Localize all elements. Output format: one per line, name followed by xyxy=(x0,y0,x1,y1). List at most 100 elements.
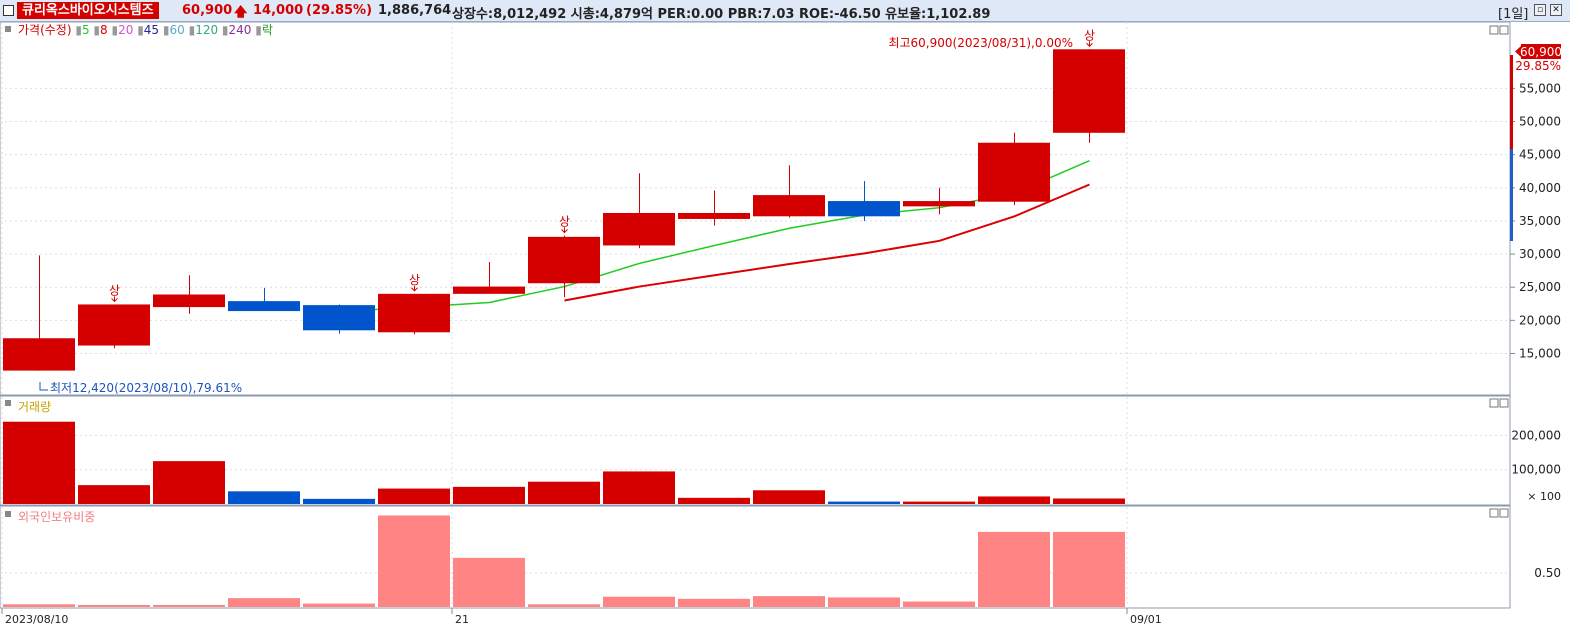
price-tick-label: 35,000 xyxy=(1519,214,1561,228)
price-tick-label: 30,000 xyxy=(1519,247,1561,261)
ma-legend-swatch: ▮ xyxy=(159,23,169,37)
candle-body xyxy=(978,142,1050,202)
foreign-legend-icon xyxy=(5,511,11,517)
date-tick-label: 21 xyxy=(455,613,469,626)
price-change: 14,000 xyxy=(253,3,304,18)
volume-pane-minimize-icon[interactable] xyxy=(1489,398,1499,408)
candle-body xyxy=(3,338,75,371)
volume-bar xyxy=(978,496,1050,504)
volume-bar xyxy=(78,485,150,504)
foreign-ratio-bar xyxy=(828,597,900,607)
foreign-pane-close-icon[interactable] xyxy=(1499,508,1509,518)
ma-legend-label: 락 xyxy=(262,23,273,37)
price-legend-icon xyxy=(5,26,11,32)
price-change-percent: (29.85%) xyxy=(306,3,373,18)
ma-legend-swatch: ▮ xyxy=(108,23,118,37)
candle-body xyxy=(453,286,525,294)
price-tick-label: 50,000 xyxy=(1519,115,1561,129)
volume-bar xyxy=(378,488,450,504)
foreign-ratio-bar xyxy=(1053,531,1125,607)
volume-bar xyxy=(153,461,225,504)
ma-legend-swatch: ▮ xyxy=(185,23,195,37)
ma-legend-label: 20 xyxy=(118,23,133,37)
price-scale-down-strip xyxy=(1510,149,1513,241)
ma-legend-label: 120 xyxy=(195,23,218,37)
foreign-pane xyxy=(0,505,1511,609)
volume-tick-label: 200,000 xyxy=(1511,428,1561,442)
foreign-legend: 외국인보유비중 xyxy=(18,510,95,524)
price-tick-label: 20,000 xyxy=(1519,313,1561,327)
period-selector[interactable]: [1일] xyxy=(1498,7,1529,22)
volume-bar xyxy=(828,501,900,504)
ma-legend-swatch: ▮ xyxy=(133,23,143,37)
volume-legend: 거래량 xyxy=(18,400,51,414)
candle-body xyxy=(678,212,750,219)
maximize-icon[interactable]: ▫ xyxy=(1534,4,1546,16)
price-tick-label: 40,000 xyxy=(1519,181,1561,195)
volume-bar xyxy=(3,421,75,504)
date-tick-label: 2023/08/10 xyxy=(5,613,68,626)
candle-body xyxy=(228,301,300,312)
foreign-ratio-bar xyxy=(378,515,450,607)
volume-bar xyxy=(603,471,675,504)
candle-body xyxy=(1053,49,1125,133)
axis-labels: 15,000 20,000 25,000 30,000 35,000 40,000 45,0… xyxy=(1,81,1561,626)
ma-legend-swatch: ▮ xyxy=(75,23,82,37)
ma-legend-swatch: ▮ xyxy=(90,23,100,37)
last-price-tag-text: 60,900 xyxy=(1520,45,1562,59)
foreign-ratio-bars xyxy=(3,515,1125,607)
pane-close-icon[interactable] xyxy=(1499,25,1509,35)
date-tick-label: 09/01 xyxy=(1130,613,1162,626)
candle-body xyxy=(528,236,600,284)
volume-bar xyxy=(528,481,600,504)
foreign-tick-label: 0.50 xyxy=(1534,566,1561,580)
volume-tick-label: 100,000 xyxy=(1511,463,1561,477)
up-arrow-icon: 🡅 xyxy=(234,5,248,20)
volume-legend-icon xyxy=(5,400,11,406)
grid-lines xyxy=(0,22,1510,608)
foreign-ratio-bar xyxy=(228,598,300,607)
stock-header-bar: 큐리옥스바이오시스템즈 60,900 🡅 14,000 (29.85%) 1,8… xyxy=(0,0,1570,22)
limit-up-marker: 상 xyxy=(109,283,120,297)
chart-canvas[interactable]: 15,000 20,000 25,000 30,000 35,000 40,000 45,0… xyxy=(0,22,1570,629)
foreign-ratio-bar xyxy=(678,598,750,607)
volume-bar xyxy=(303,498,375,504)
ma-legend-label: 8 xyxy=(100,23,108,37)
volume-pane-close-icon[interactable] xyxy=(1499,398,1509,408)
foreign-ratio-bar xyxy=(303,603,375,607)
trade-volume: 1,886,764 xyxy=(378,3,452,18)
volume-bar xyxy=(903,501,975,504)
stock-stats: 상장수:8,012,492 시총:4,879억 PER:0.00 PBR:7.0… xyxy=(452,7,991,22)
volume-bars xyxy=(3,421,1125,504)
stock-name[interactable]: 큐리옥스바이오시스템즈 xyxy=(17,2,159,19)
foreign-pane-minimize-icon[interactable] xyxy=(1489,508,1499,518)
price-tick-label: 15,000 xyxy=(1519,346,1561,360)
volume-bar xyxy=(1053,498,1125,504)
candle-body xyxy=(903,201,975,207)
volume-bar xyxy=(453,486,525,504)
close-icon[interactable]: ✕ xyxy=(1550,4,1562,16)
volume-pane xyxy=(0,395,1511,506)
candle-body xyxy=(828,201,900,217)
candle-body xyxy=(303,305,375,331)
high-annotation: 최고60,900(2023/08/31),0.00% xyxy=(888,36,1073,50)
current-price: 60,900 xyxy=(182,3,233,18)
low-pointer-icon xyxy=(39,382,48,391)
foreign-ratio-bar xyxy=(903,601,975,607)
pane-minimize-icon[interactable] xyxy=(1489,25,1499,35)
last-price-pointer-icon xyxy=(1515,46,1521,57)
candle-body xyxy=(378,293,450,333)
down-arrow-icon xyxy=(1086,41,1093,47)
volume-bar xyxy=(228,491,300,504)
foreign-ratio-bar xyxy=(3,604,75,607)
volume-unit-label: × 100 xyxy=(1527,490,1561,503)
ma-legend-label: 240 xyxy=(229,23,252,37)
header-checkbox[interactable] xyxy=(3,5,14,16)
price-tick-label: 45,000 xyxy=(1519,148,1561,162)
down-arrow-icon xyxy=(411,285,418,292)
price-scale-up-strip xyxy=(1510,55,1513,149)
price-tick-label: 25,000 xyxy=(1519,280,1561,294)
price-legend-title: 가격(수정) xyxy=(18,23,72,37)
